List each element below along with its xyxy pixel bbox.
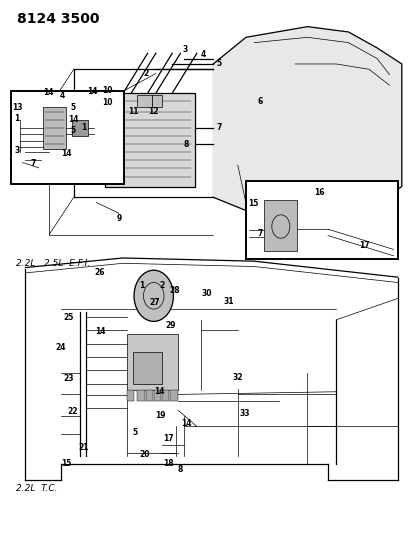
Bar bbox=[127, 334, 178, 390]
Text: 14: 14 bbox=[87, 87, 97, 96]
Text: 10: 10 bbox=[102, 98, 112, 107]
Text: 5: 5 bbox=[70, 126, 75, 134]
Text: 5: 5 bbox=[216, 60, 221, 68]
Bar bbox=[145, 390, 153, 401]
Text: 6: 6 bbox=[257, 97, 262, 106]
Text: 29: 29 bbox=[164, 321, 175, 329]
Text: 31: 31 bbox=[223, 297, 234, 305]
Text: 14: 14 bbox=[95, 327, 106, 336]
Text: 2.2L   2.5L  E.F.I.: 2.2L 2.5L E.F.I. bbox=[16, 259, 90, 268]
Text: 32: 32 bbox=[232, 373, 243, 382]
Text: 4: 4 bbox=[200, 50, 205, 59]
Text: 7: 7 bbox=[257, 229, 263, 238]
Text: 9: 9 bbox=[116, 214, 121, 223]
Text: 7: 7 bbox=[31, 159, 36, 167]
Text: 17: 17 bbox=[358, 241, 369, 249]
Bar bbox=[104, 93, 194, 187]
Text: 14: 14 bbox=[154, 387, 165, 396]
Text: 8124 3500: 8124 3500 bbox=[17, 12, 99, 26]
Text: 5: 5 bbox=[133, 429, 137, 437]
Bar bbox=[170, 390, 177, 401]
Text: 14: 14 bbox=[61, 149, 72, 158]
Text: 22: 22 bbox=[67, 407, 78, 416]
Text: 15: 15 bbox=[61, 459, 72, 468]
Text: 16: 16 bbox=[314, 189, 324, 197]
Text: 4: 4 bbox=[60, 92, 65, 100]
Text: 12: 12 bbox=[148, 108, 159, 116]
Text: 26: 26 bbox=[94, 269, 104, 277]
Bar bbox=[137, 390, 144, 401]
Text: 11: 11 bbox=[128, 108, 138, 116]
Text: 2: 2 bbox=[143, 69, 148, 78]
Text: 5: 5 bbox=[70, 103, 75, 112]
Bar bbox=[137, 95, 151, 107]
Text: 24: 24 bbox=[55, 343, 66, 352]
Text: 28: 28 bbox=[169, 286, 179, 295]
Text: 33: 33 bbox=[239, 409, 250, 417]
Text: 8: 8 bbox=[183, 141, 189, 149]
Text: 13: 13 bbox=[12, 103, 22, 112]
Bar bbox=[43, 107, 65, 149]
Bar bbox=[72, 120, 88, 136]
Circle shape bbox=[134, 270, 173, 321]
Text: 10: 10 bbox=[102, 86, 112, 95]
Text: 30: 30 bbox=[201, 289, 212, 297]
Bar bbox=[245, 181, 397, 259]
Bar bbox=[11, 91, 124, 184]
Text: 3: 3 bbox=[15, 146, 20, 155]
Text: 2: 2 bbox=[159, 281, 164, 289]
Text: 3: 3 bbox=[182, 45, 187, 53]
Text: 1: 1 bbox=[15, 114, 20, 123]
Bar bbox=[162, 390, 169, 401]
Bar bbox=[127, 390, 134, 401]
Text: 15: 15 bbox=[247, 199, 258, 208]
Text: 14: 14 bbox=[181, 419, 191, 428]
Text: 14: 14 bbox=[43, 88, 54, 97]
Text: 21: 21 bbox=[79, 443, 89, 452]
Text: 25: 25 bbox=[63, 313, 74, 321]
Bar bbox=[151, 95, 162, 107]
Text: 1: 1 bbox=[81, 124, 86, 132]
Text: 23: 23 bbox=[63, 374, 74, 383]
Text: 27: 27 bbox=[149, 298, 160, 307]
Bar bbox=[153, 390, 161, 401]
Text: 7: 7 bbox=[216, 124, 222, 132]
Text: 17: 17 bbox=[163, 434, 174, 442]
Text: 2.2L  T.C.: 2.2L T.C. bbox=[16, 484, 58, 493]
Polygon shape bbox=[213, 27, 401, 224]
Text: 19: 19 bbox=[155, 411, 166, 420]
Bar bbox=[133, 352, 162, 384]
Text: 1: 1 bbox=[139, 281, 144, 289]
Text: 14: 14 bbox=[67, 115, 78, 124]
Text: 18: 18 bbox=[163, 459, 174, 468]
Text: 8: 8 bbox=[177, 465, 183, 473]
Text: 20: 20 bbox=[139, 450, 149, 458]
Bar bbox=[264, 200, 297, 251]
